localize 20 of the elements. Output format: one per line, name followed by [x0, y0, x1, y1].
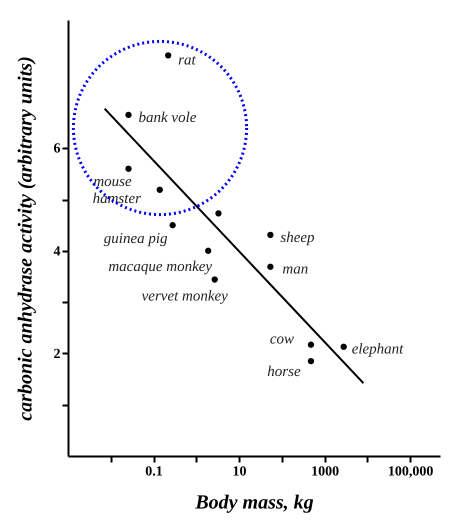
annotation: elephant — [352, 342, 404, 358]
annotation: sheep — [280, 230, 316, 246]
x-tick-label: 100,000 — [388, 464, 434, 480]
annotation: man — [282, 262, 308, 278]
annotation: horse — [267, 364, 301, 380]
y-axis-title: carbonic anhydrase activity (arbitrary units) — [14, 56, 36, 421]
y-tick-label: 6 — [54, 142, 60, 157]
annotation: rat — [178, 52, 197, 68]
annotation: macaque monkey — [108, 258, 212, 275]
y-tick-label: 2 — [54, 346, 60, 362]
annotation: cow — [270, 332, 294, 348]
annotation: guinea pig — [104, 231, 168, 248]
annotation: bank vole — [138, 110, 197, 126]
x-tick-label: 1000 — [311, 464, 340, 480]
annotation: vervet monkey — [142, 288, 228, 305]
x-tick-label: 10 — [232, 464, 247, 480]
x-tick-label: 0.1 — [145, 464, 163, 480]
x-axis-title: Body mass, kg — [194, 492, 314, 514]
y-tick-label: 4 — [54, 244, 60, 260]
annotation: mouse — [93, 174, 132, 190]
